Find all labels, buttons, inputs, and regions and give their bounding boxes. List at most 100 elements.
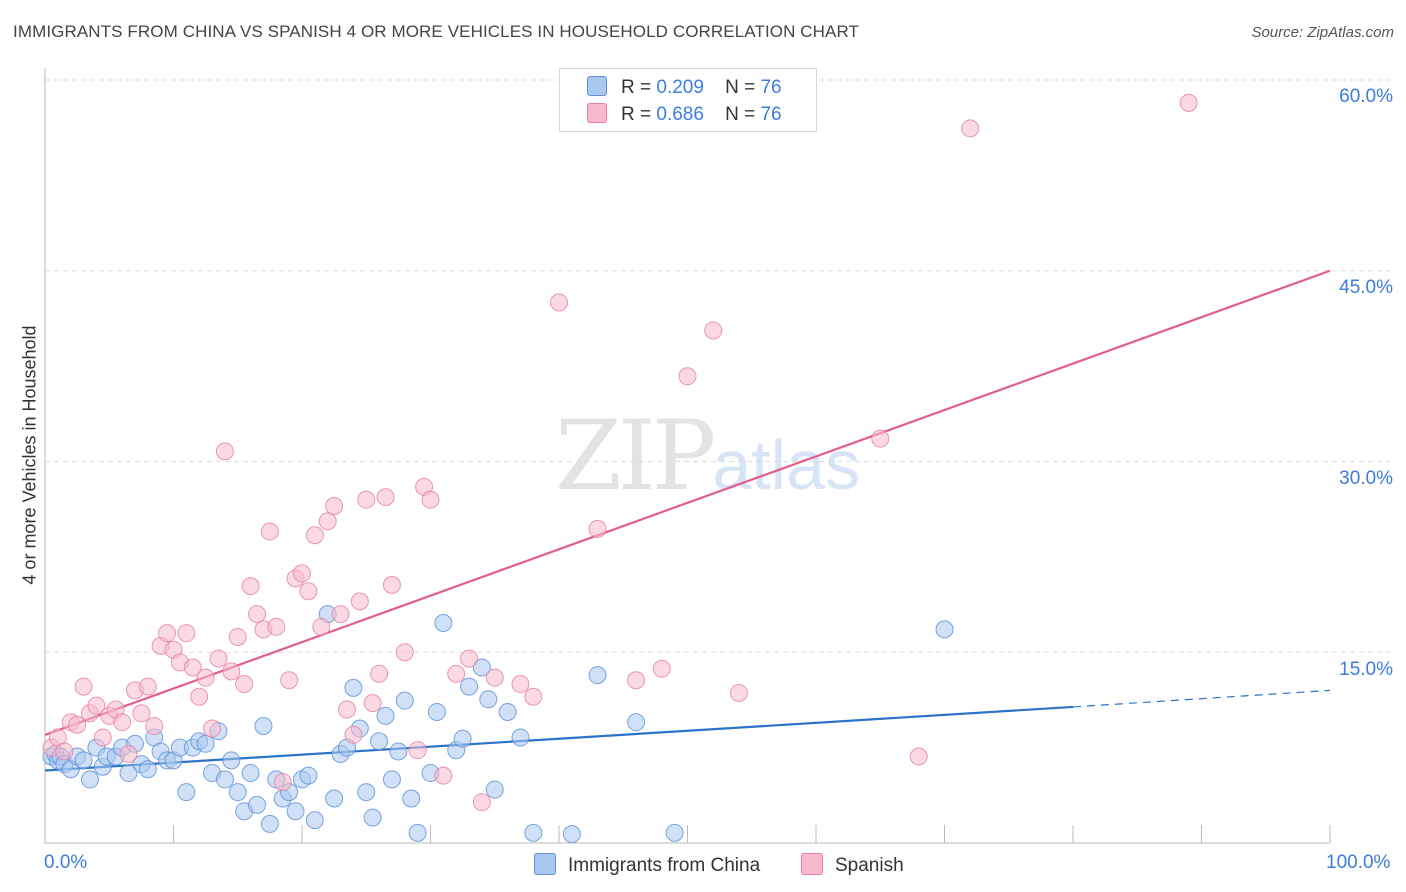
spanish-point-39: [293, 564, 311, 583]
china-point-70: [524, 823, 543, 842]
china-point-40: [286, 802, 305, 821]
spanish-point-23: [190, 687, 209, 706]
legend-n-label: N =: [725, 104, 756, 125]
spanish-point-47: [344, 725, 363, 744]
spanish-point-66: [588, 519, 607, 538]
china-point-75: [935, 620, 954, 639]
china-point-58: [408, 823, 427, 842]
legend-swatch-spanish: [587, 103, 607, 123]
china-point-67: [485, 780, 504, 799]
legend-swatch-china: [587, 76, 607, 96]
spanish-point-7: [87, 696, 106, 715]
china-trend-line: [44, 705, 1074, 772]
spanish-point-40: [299, 582, 318, 601]
spanish-point-26: [209, 649, 228, 668]
spanish-point-25: [203, 719, 222, 738]
spanish-point-8: [93, 728, 112, 747]
spanish-point-36: [273, 772, 292, 791]
y-axis-label: 4 or more Vehicles in Household: [19, 325, 40, 585]
bottom-legend-spanish: Spanish: [801, 853, 904, 877]
china-point-48: [344, 678, 363, 697]
bottom-legend-swatch-china: [534, 853, 556, 875]
spanish-point-72: [871, 429, 890, 448]
spanish-point-5: [74, 677, 93, 696]
spanish-point-41: [305, 526, 324, 545]
legend-r-spanish: 0.686: [656, 104, 704, 125]
spanish-point-11: [113, 713, 132, 732]
legend-r-label: R =: [621, 104, 652, 125]
spanish-point-46: [337, 700, 356, 719]
china-point-60: [427, 703, 446, 722]
legend: R = 0.209 N = 76 R = 0.686 N = 76: [559, 68, 817, 132]
legend-n-spanish: 76: [760, 104, 782, 125]
spanish-point-16: [145, 717, 164, 736]
spanish-point-73: [909, 747, 928, 766]
china-point-63: [453, 729, 472, 748]
china-point-61: [434, 614, 453, 633]
china-point-30: [222, 751, 241, 770]
spanish-point-44: [325, 497, 344, 516]
spanish-point-4: [68, 715, 87, 734]
china-point-68: [498, 703, 517, 722]
spanish-point-70: [704, 321, 723, 340]
spanish-point-48: [350, 592, 369, 611]
spanish-point-50: [363, 694, 382, 713]
y-tick-60: 60.0%: [1339, 86, 1393, 107]
spanish-point-74: [961, 119, 980, 138]
spanish-trend-line: [44, 269, 1331, 736]
spanish-point-2: [55, 742, 74, 761]
china-point-34: [248, 795, 267, 814]
spanish-point-35: [267, 617, 286, 636]
china-point-72: [588, 666, 607, 685]
bottom-legend-china: Immigrants from China: [534, 853, 760, 877]
spanish-point-64: [524, 687, 543, 706]
legend-n-china: 76: [760, 77, 782, 98]
legend-n-label: N =: [725, 77, 756, 98]
spanish-point-12: [119, 744, 138, 763]
watermark-zip: ZIP: [555, 400, 716, 512]
china-point-71: [562, 825, 581, 844]
china-point-42: [299, 766, 318, 785]
spanish-point-55: [408, 741, 427, 760]
spanish-point-14: [132, 704, 151, 723]
china-point-50: [357, 783, 376, 802]
data-points: [42, 93, 1198, 844]
bottom-legend-label-spanish: Spanish: [835, 855, 904, 876]
china-point-51: [363, 808, 382, 827]
spanish-point-24: [196, 668, 215, 687]
x-tick-max: 100.0%: [1326, 852, 1391, 873]
spanish-point-21: [177, 624, 196, 643]
gridlines: [45, 79, 1393, 653]
china-point-64: [460, 677, 479, 696]
spanish-point-59: [447, 664, 466, 683]
spanish-point-63: [511, 675, 530, 694]
legend-row-china: R = 0.209 N = 76: [587, 76, 782, 99]
spanish-point-43: [318, 512, 337, 531]
legend-row-spanish: R = 0.686 N = 76: [587, 103, 782, 126]
spanish-point-75: [1179, 93, 1198, 112]
bottom-legend-label-china: Immigrants from China: [568, 855, 761, 876]
china-point-66: [479, 690, 498, 709]
spanish-point-69: [678, 367, 697, 386]
china-point-69: [511, 728, 530, 747]
spanish-point-27: [215, 442, 234, 461]
y-tick-45: 45.0%: [1339, 277, 1393, 298]
spanish-point-37: [280, 671, 299, 690]
spanish-point-61: [472, 793, 491, 812]
spanish-point-71: [729, 683, 748, 702]
china-point-8: [80, 770, 99, 789]
china-point-33: [241, 764, 260, 783]
china-point-36: [260, 814, 279, 833]
y-tick-15: 15.0%: [1339, 659, 1393, 680]
bottom-legend-swatch-spanish: [801, 853, 823, 875]
spanish-point-58: [434, 766, 453, 785]
china-point-73: [627, 713, 646, 732]
spanish-point-18: [158, 624, 177, 643]
spanish-point-34: [260, 522, 279, 541]
spanish-point-52: [376, 488, 395, 507]
spanish-point-57: [421, 490, 440, 509]
china-point-57: [402, 789, 421, 808]
china-point-26: [196, 734, 215, 753]
watermark-atlas: atlas: [712, 426, 861, 504]
